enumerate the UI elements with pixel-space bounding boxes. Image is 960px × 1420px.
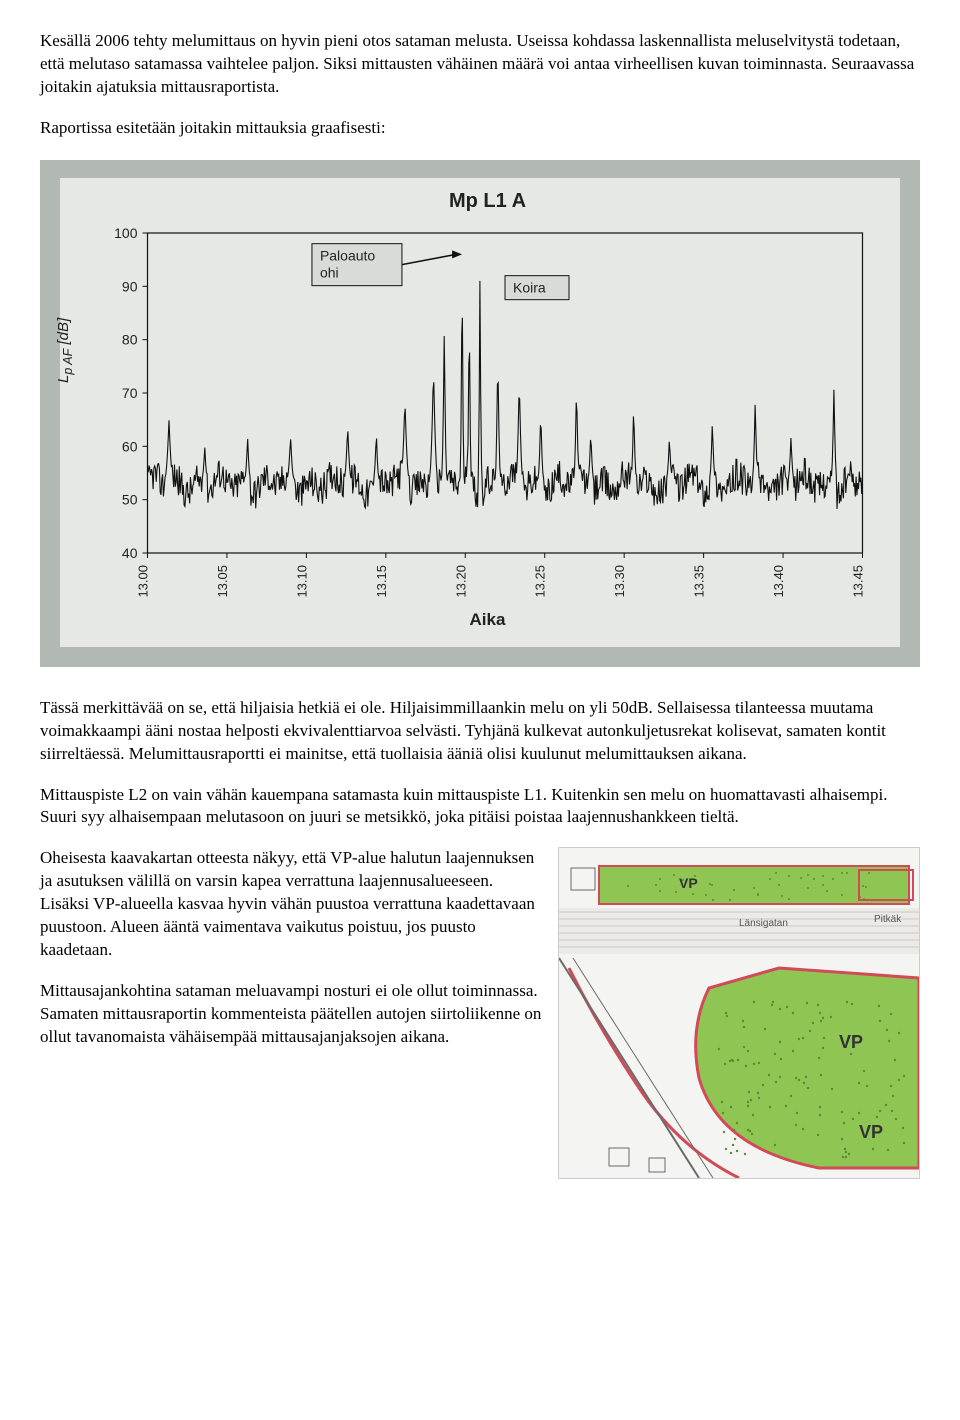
- svg-text:Koira: Koira: [513, 279, 546, 295]
- svg-text:13.10: 13.10: [294, 565, 309, 598]
- svg-text:Länsigatan: Länsigatan: [739, 918, 788, 929]
- svg-text:ohi: ohi: [320, 264, 339, 280]
- svg-text:13.00: 13.00: [136, 565, 151, 598]
- bottom-columns: Oheisesta kaavakartan otteesta näkyy, et…: [40, 847, 920, 1179]
- chart-inner: Mp L1 A Lp AF [dB] 40506070809010013.001…: [60, 178, 900, 647]
- paragraph-after-chart: Tässä merkittävää on se, että hiljaisia …: [40, 697, 920, 766]
- svg-text:Pitkäk: Pitkäk: [874, 914, 902, 925]
- svg-text:13.05: 13.05: [215, 565, 230, 598]
- svg-text:60: 60: [122, 438, 138, 454]
- paragraph-vp: Oheisesta kaavakartan otteesta näkyy, et…: [40, 847, 546, 962]
- paragraph-l2: Mittauspiste L2 on vain vähän kauempana …: [40, 784, 920, 830]
- bottom-text-col: Oheisesta kaavakartan otteesta näkyy, et…: [40, 847, 546, 1067]
- svg-text:VP: VP: [839, 1032, 863, 1052]
- svg-text:13.20: 13.20: [453, 565, 468, 598]
- svg-text:VP: VP: [859, 1122, 883, 1142]
- svg-text:70: 70: [122, 385, 138, 401]
- chart-xlabel: Aika: [90, 609, 885, 632]
- paragraph-chart-lead: Raportissa esitetään joitakin mittauksia…: [40, 117, 920, 140]
- svg-text:50: 50: [122, 491, 138, 507]
- paragraph-intro: Kesällä 2006 tehty melumittaus on hyvin …: [40, 30, 920, 99]
- paragraph-crane: Mittausajankohtina sataman meluavampi no…: [40, 980, 546, 1049]
- svg-text:13.45: 13.45: [851, 565, 866, 598]
- chart-title: Mp L1 A: [90, 188, 885, 215]
- svg-text:80: 80: [122, 331, 138, 347]
- svg-text:40: 40: [122, 545, 138, 561]
- svg-text:13.35: 13.35: [692, 565, 707, 598]
- svg-text:100: 100: [114, 225, 138, 241]
- svg-text:90: 90: [122, 278, 138, 294]
- svg-text:13.40: 13.40: [771, 565, 786, 598]
- chart-photo-container: Mp L1 A Lp AF [dB] 40 50 60 70 80 90 100 13.00 1…: [40, 160, 920, 667]
- svg-text:Paloauto: Paloauto: [320, 247, 375, 263]
- svg-text:VP: VP: [679, 875, 698, 891]
- chart-svg: 40 50 60 70 80 90 100 13.00 13.05 13.10 13.15 13.20…: [90, 223, 885, 603]
- svg-text:13.25: 13.25: [533, 565, 548, 598]
- map-image: VP VP VP Länsigatan Pitkäk: [558, 847, 920, 1179]
- svg-text:13.30: 13.30: [612, 565, 627, 598]
- svg-text:13.15: 13.15: [374, 565, 389, 598]
- chart-ylabel: Lp AF [dB]: [54, 318, 77, 383]
